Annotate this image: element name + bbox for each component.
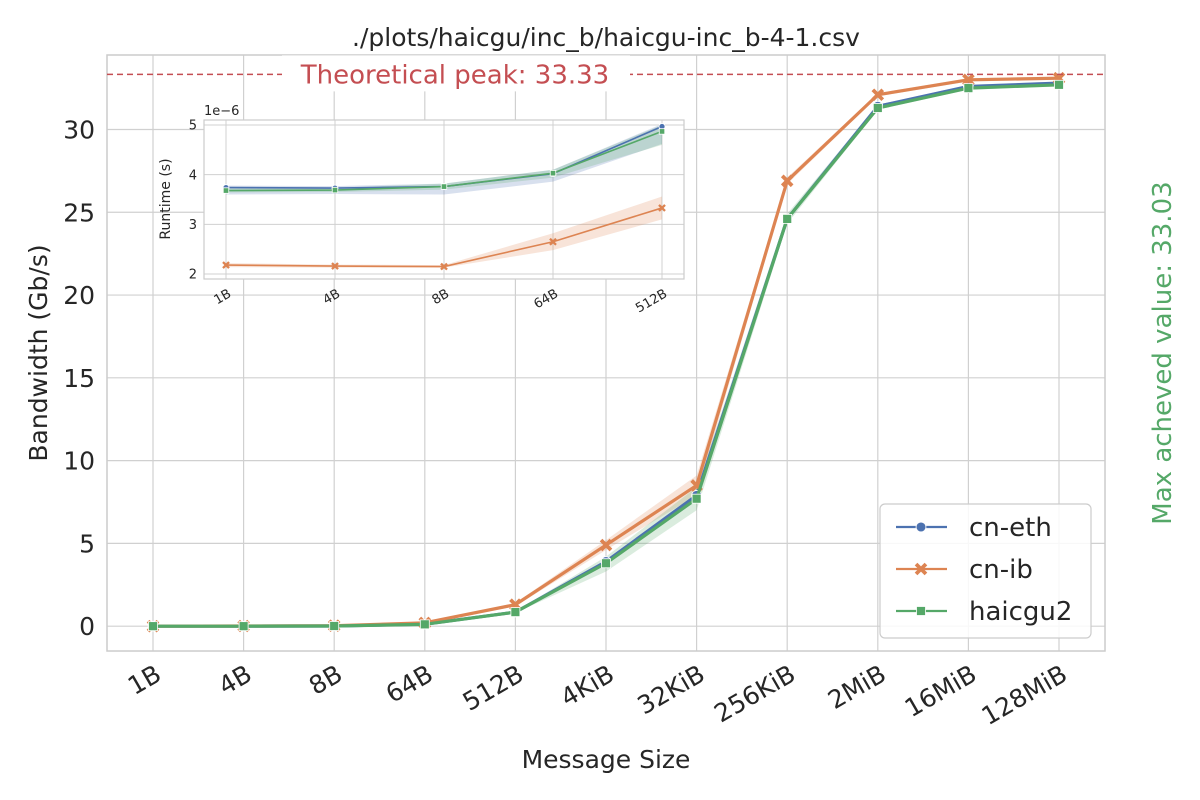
main-y-tick-label: 30	[63, 116, 95, 145]
main-data-point-cn-ib	[599, 538, 613, 552]
x-axis-label: Message Size	[522, 745, 691, 774]
inset-data-point-cn-ib	[658, 204, 666, 212]
main-data-point-cn-ib	[871, 88, 885, 102]
main-x-tick-label: 8B	[304, 659, 347, 701]
inset-x-tick-label: 8B	[430, 286, 452, 308]
legend-marker-haicgu2	[916, 606, 926, 616]
legend-label-cn-eth: cn-eth	[969, 513, 1052, 543]
inset-data-point-haicgu2	[549, 170, 557, 177]
legend-frame	[879, 503, 1092, 639]
inset-data-point-haicgu2	[222, 187, 230, 194]
legend-label-haicgu2: haicgu2	[969, 597, 1072, 627]
main-data-point-haicgu2	[238, 621, 249, 632]
main-x-tick-label: 256KiB	[709, 659, 800, 728]
main-x-tick-label: 1B	[123, 659, 166, 701]
peak-label: Theoretical peak: 33.33	[300, 60, 609, 90]
main-x-tick-label: 16MiB	[900, 659, 982, 723]
main-plot-frame	[106, 54, 1106, 652]
main-y-tick-label: 10	[63, 447, 95, 476]
inset-scale-label: 1e−6	[204, 104, 239, 119]
main-y-tick-label: 20	[63, 281, 95, 310]
inset-y-tick-label: 3	[189, 218, 197, 233]
inset-x-tick-label: 1B	[212, 286, 234, 308]
inset-data-point-haicgu2	[440, 183, 448, 190]
main-data-point-haicgu2	[601, 558, 611, 569]
main-data-point-cn-ib	[962, 73, 975, 87]
max-achieved-label: Max acheved value: 33.03	[1148, 181, 1178, 524]
main-x-tick-label: 64B	[381, 659, 438, 709]
main-data-point-cn-ib	[780, 174, 794, 188]
inset-y-tick-label: 5	[189, 119, 197, 134]
main-data-point-haicgu2	[782, 213, 793, 224]
inset-plot-frame	[203, 119, 685, 280]
inset-data-point-cn-ib	[440, 262, 448, 271]
legend-marker-cn-ib	[914, 562, 928, 576]
legend-label-cn-ib: cn-ib	[969, 555, 1033, 585]
main-data-point-haicgu2	[872, 103, 883, 113]
inset-data-point-haicgu2	[331, 186, 339, 194]
main-x-tick-label: 128MiB	[977, 659, 1072, 731]
inset-data-point-cn-ib	[222, 261, 230, 269]
inset-ci-band-cn-ib	[226, 196, 662, 268]
main-y-tick-label: 15	[63, 364, 95, 393]
inset-x-tick-label: 4B	[321, 286, 343, 308]
main-data-point-haicgu2	[148, 621, 158, 632]
main-data-point-haicgu2	[691, 493, 702, 504]
main-data-point-haicgu2	[329, 621, 340, 631]
main-data-point-haicgu2	[510, 607, 521, 617]
inset-y-tick-label: 2	[189, 268, 197, 283]
main-x-tick-label: 4KiB	[556, 659, 619, 712]
inset-data-point-haicgu2	[658, 128, 666, 135]
peak-label-bg	[282, 55, 630, 92]
legend: cn-eth cn-ib haicgu2	[879, 503, 1092, 639]
legend-marker-cn-eth	[915, 521, 927, 533]
main-x-tick-label: 512B	[458, 659, 529, 717]
main-data-point-haicgu2	[963, 83, 974, 94]
main-data-point-haicgu2	[419, 619, 430, 630]
inset-y-tick-label: 4	[189, 168, 197, 183]
main-y-tick-label: 25	[63, 198, 95, 227]
main-data-point-haicgu2	[1054, 79, 1064, 90]
chart-title: ./plots/haicgu/inc_b/haicgu-inc_b-4-1.cs…	[352, 23, 860, 52]
inset-y-axis-label: Runtime (s)	[158, 158, 174, 239]
y-axis-label: Bandwidth (Gb/s)	[24, 244, 53, 461]
main-x-tick-label: 4B	[213, 659, 256, 701]
main-x-tick-label: 32KiB	[632, 659, 709, 720]
main-y-tick-label: 5	[79, 529, 95, 558]
main-x-tick-label: 2MiB	[823, 659, 891, 715]
main-y-tick-label: 0	[79, 612, 95, 641]
inset-data-point-cn-ib	[331, 262, 339, 270]
inset-data-point-cn-ib	[549, 237, 557, 246]
